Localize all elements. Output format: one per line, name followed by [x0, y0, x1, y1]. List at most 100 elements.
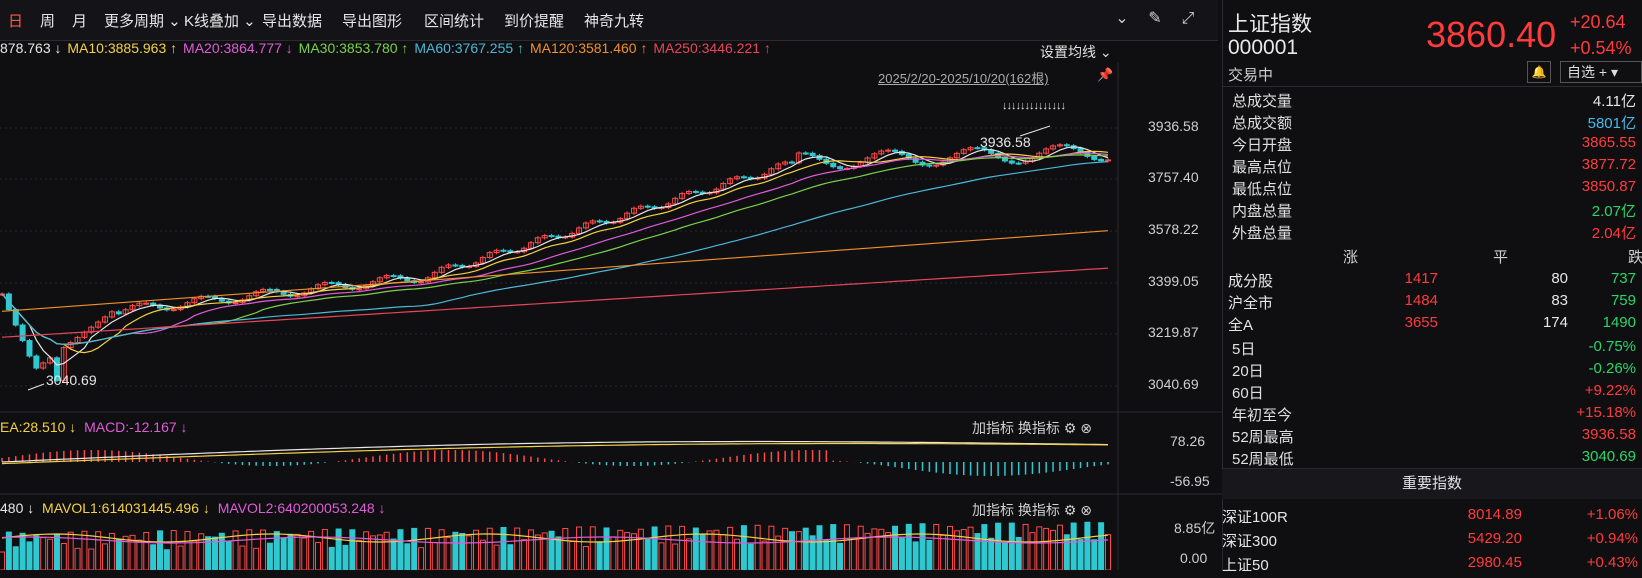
volume-bar	[507, 544, 514, 570]
stat-value: 2.07亿	[1591, 203, 1636, 220]
volume-bar	[26, 541, 33, 570]
volume-bar	[1098, 522, 1105, 570]
toolbar-item-3[interactable]: 更多周期 ⌄	[104, 13, 181, 30]
volume-bar	[397, 529, 404, 570]
macd-value: MACD:-12.167 ↓	[84, 419, 188, 435]
gear-icon[interactable]: ⚙	[1063, 420, 1077, 436]
breadth-flat: 174	[1542, 314, 1568, 331]
perf-row: 5日 -0.75%	[1232, 338, 1636, 360]
date-range-label[interactable]: 2025/2/20-2025/10/20(162根)	[878, 71, 1049, 86]
volume-bar	[1091, 539, 1098, 570]
index-row[interactable]: 上证50 2980.45 +0.43%	[1222, 554, 1638, 578]
volume-bar	[672, 543, 679, 570]
breadth-down: 759	[1610, 292, 1636, 309]
volume-bar	[47, 538, 54, 570]
volume-bar	[562, 528, 569, 570]
volume-bar	[1029, 532, 1036, 570]
volume-bar	[150, 544, 157, 570]
volume-bar	[912, 541, 919, 570]
candle-body	[837, 166, 844, 170]
candle-body	[830, 162, 837, 168]
volume-bar	[1063, 534, 1070, 570]
volume-bar	[747, 543, 754, 570]
volume-bar	[301, 537, 308, 570]
index-row-name: 深证100R	[1222, 509, 1288, 526]
candle-body	[136, 302, 143, 307]
candle-body	[1084, 151, 1091, 157]
volume-bar	[170, 530, 177, 570]
mavol2-value: MAVOL2:640200053.248 ↓	[217, 500, 386, 516]
perf-row: 20日 -0.26%	[1232, 360, 1636, 382]
add-indicator-button[interactable]: 加指标	[972, 502, 1014, 518]
stat-label: 外盘总量	[1232, 225, 1293, 242]
fullscreen-icon[interactable]: ⤢	[1181, 10, 1195, 27]
volume-legend: 480 ↓ MAVOL1:614031445.496 ↓ MAVOL2:6402…	[0, 500, 386, 516]
switch-indicator-button[interactable]: 换指标	[1017, 502, 1060, 518]
candle-body	[692, 190, 699, 193]
toolbar-item-7[interactable]: 区间统计	[424, 13, 485, 30]
index-row-pct: +0.43%	[1586, 554, 1638, 571]
add-watchlist-button[interactable]: 自选 + ▾	[1560, 61, 1642, 83]
toolbar-item-6[interactable]: 导出图形	[342, 13, 403, 30]
candle-body	[967, 147, 974, 151]
mavol2-line	[1, 536, 1109, 544]
candle-body	[933, 164, 940, 167]
candle-body	[67, 341, 74, 349]
candle-body	[527, 242, 534, 249]
volume-bar	[404, 543, 411, 570]
candle-body	[452, 264, 459, 267]
index-row-price: 8014.89	[1467, 506, 1522, 523]
pin-icon[interactable]: 📌	[1097, 67, 1114, 82]
volume-bar	[754, 524, 761, 570]
perf-value: -0.26%	[1588, 360, 1636, 377]
close-icon[interactable]: ⊗	[1080, 420, 1092, 436]
volume-bar	[239, 545, 246, 570]
volume-bar	[534, 534, 541, 570]
volume-bar	[761, 540, 768, 570]
volume-bar	[253, 547, 260, 570]
candle-body	[926, 164, 933, 167]
gear-icon[interactable]: ⚙	[1063, 502, 1077, 518]
breadth-flat: 83	[1551, 292, 1568, 309]
index-name: 上证指数	[1228, 13, 1312, 36]
volume-bar	[685, 538, 692, 570]
volume-bar	[342, 544, 349, 570]
toolbar-item-8[interactable]: 到价提醒	[504, 13, 565, 30]
toolbar-item-9[interactable]: 神奇九转	[584, 13, 645, 30]
volume-bar	[466, 535, 473, 570]
perf-value: 3040.69	[1581, 448, 1636, 465]
close-icon[interactable]: ⊗	[1080, 502, 1092, 518]
toolbar-item-0[interactable]: 日	[8, 13, 24, 30]
kline-chart[interactable]	[0, 0, 1222, 570]
candle-body	[912, 157, 919, 163]
switch-indicator-button[interactable]: 换指标	[1017, 420, 1060, 436]
volume-bar	[315, 541, 321, 570]
stat-label: 总成交量	[1232, 93, 1293, 110]
chevron-circle-icon[interactable]: ⌄	[1115, 10, 1129, 27]
price-axis-label: 3040.69	[1148, 376, 1199, 392]
candle-body	[1008, 160, 1015, 164]
toolbar-item-1[interactable]: 周	[40, 13, 56, 30]
candle-body	[1056, 144, 1063, 147]
index-row[interactable]: 深证100R 8014.89 +1.06%	[1222, 506, 1638, 530]
volume-bar	[294, 533, 301, 570]
add-indicator-button[interactable]: 加指标	[972, 420, 1014, 436]
divider	[1222, 86, 1642, 87]
candle-body	[672, 197, 679, 205]
toolbar-item-5[interactable]: 导出数据	[262, 13, 323, 30]
volume-bar	[143, 532, 150, 570]
ma-settings-button[interactable]: 设置均线 ⌄	[1040, 44, 1112, 60]
volume-bar	[905, 523, 912, 570]
volume-bar	[81, 530, 88, 570]
perf-value: 3936.58	[1581, 426, 1636, 443]
candle-body	[871, 153, 878, 159]
volume-bar	[521, 539, 528, 570]
index-row[interactable]: 深证300 5429.20 +0.94%	[1222, 530, 1638, 554]
perf-row: 52周最高 3936.58	[1232, 426, 1636, 448]
toolbar-item-4[interactable]: K线叠加 ⌄	[184, 13, 256, 30]
bell-icon[interactable]: 🔔	[1527, 61, 1551, 83]
brush-icon[interactable]: ✎	[1148, 10, 1162, 27]
volume-bar	[569, 541, 576, 570]
toolbar-item-2[interactable]: 月	[72, 13, 88, 30]
candle-body	[445, 264, 452, 268]
